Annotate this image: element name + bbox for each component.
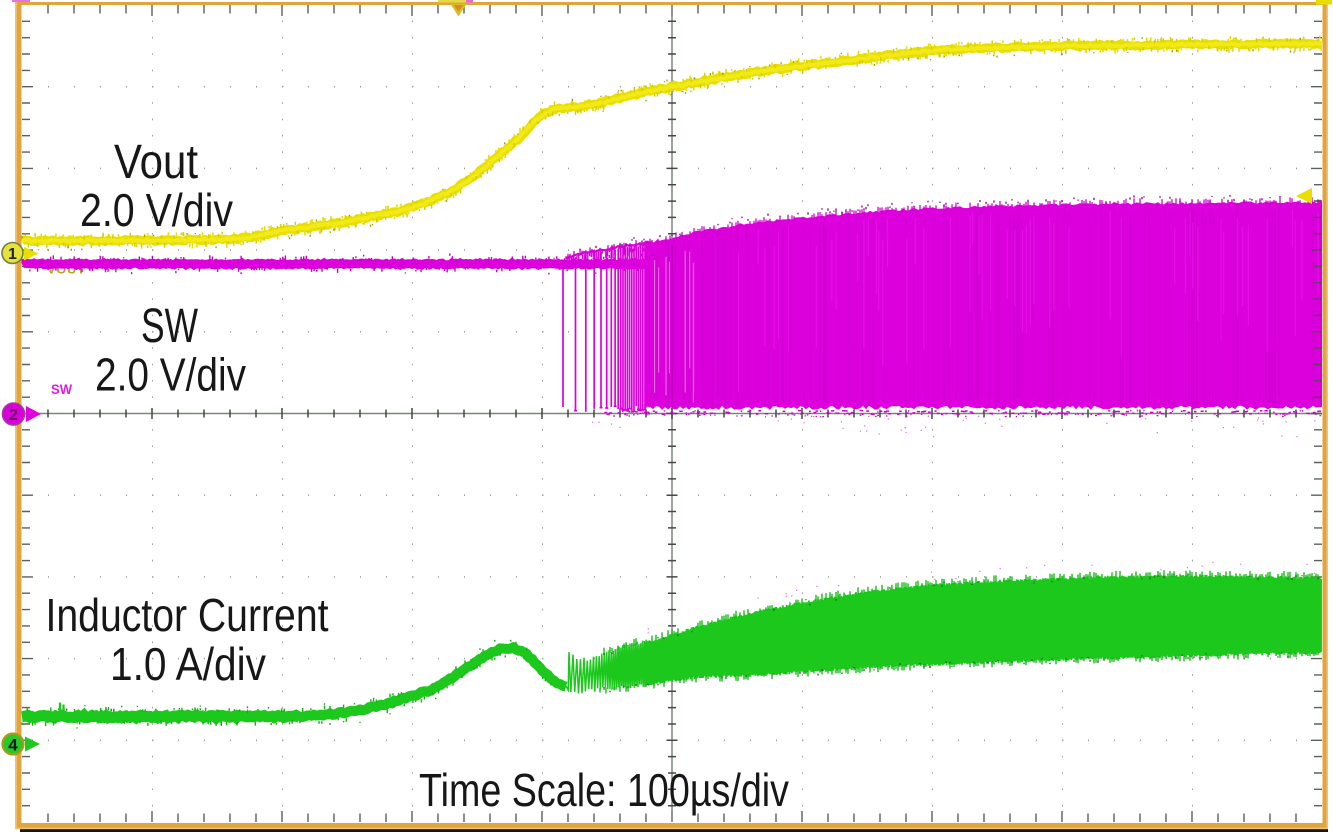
svg-text:Time Scale: 100µs/div: Time Scale: 100µs/div (419, 764, 789, 816)
svg-text:Inductor Current: Inductor Current (46, 589, 329, 641)
svg-text:2: 2 (9, 407, 18, 424)
svg-text:1: 1 (8, 246, 17, 263)
svg-text:4: 4 (8, 736, 18, 755)
svg-text:SW: SW (141, 300, 199, 353)
svg-text:Vout: Vout (114, 136, 198, 189)
svg-text:1.0 A/div: 1.0 A/div (110, 638, 266, 690)
svg-text:2.0 V/div: 2.0 V/div (80, 184, 233, 236)
svg-text:2.0 V/div: 2.0 V/div (95, 349, 246, 401)
svg-text:SW: SW (51, 382, 72, 397)
